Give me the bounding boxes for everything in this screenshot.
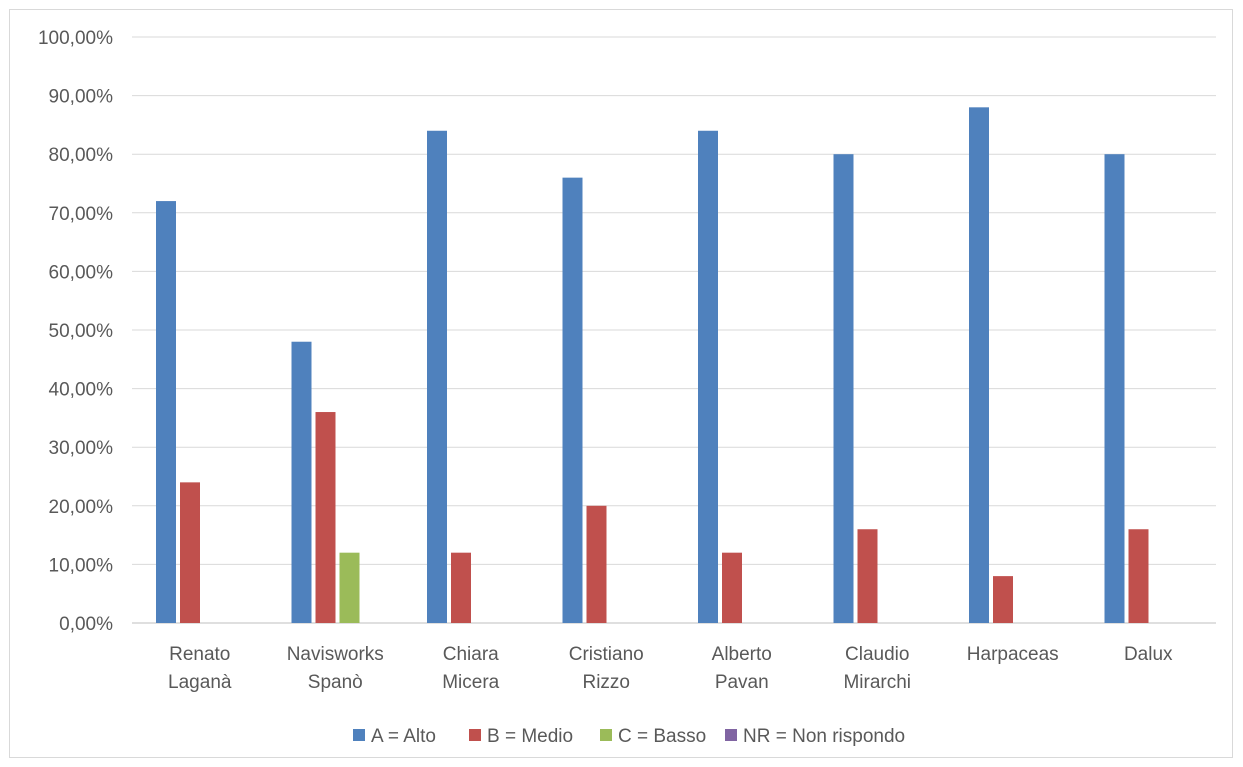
y-tick-label: 10,00% (49, 555, 114, 576)
bar-alto (833, 154, 854, 623)
y-tick-label: 30,00% (49, 438, 114, 459)
x-tick-label: Laganà (168, 672, 232, 693)
y-tick-label: 60,00% (49, 262, 114, 283)
legend-label: NR = Non rispondo (743, 726, 905, 747)
bar-alto (427, 130, 447, 623)
bar-medio (586, 505, 607, 623)
x-tick-label: Dalux (1124, 644, 1173, 665)
x-tick-label: Chiara (443, 644, 499, 665)
legend-swatch (353, 729, 365, 741)
x-tick-label: Renato (169, 644, 230, 665)
y-tick-label: 90,00% (49, 87, 114, 108)
x-tick-label: Pavan (715, 672, 769, 693)
bar-alto (1104, 154, 1125, 623)
legend-swatch (600, 729, 612, 741)
legend-label: B = Medio (487, 726, 573, 747)
x-tick-label: Harpaceas (967, 644, 1059, 665)
x-tick-label: Rizzo (582, 672, 630, 693)
bar-alto (562, 177, 583, 623)
y-tick-label: 80,00% (49, 145, 114, 166)
y-tick-label: 20,00% (49, 497, 114, 518)
x-tick-label: Mirarchi (843, 672, 911, 693)
chart-frame (9, 9, 1233, 758)
bar-medio (315, 412, 336, 623)
x-tick-label: Navisworks (287, 644, 384, 665)
bar-basso (339, 552, 360, 623)
bar-medio (722, 552, 742, 623)
x-tick-label: Alberto (712, 644, 772, 665)
bar-alto (156, 201, 176, 623)
x-tick-label: Claudio (845, 644, 909, 665)
bar-medio (993, 576, 1013, 623)
bar-medio (180, 482, 200, 623)
bar-medio (857, 529, 878, 623)
legend-swatch (469, 729, 481, 741)
x-tick-label: Spanò (308, 672, 363, 693)
legend-label: C = Basso (618, 726, 706, 747)
y-tick-label: 100,00% (38, 28, 113, 49)
legend-swatch (725, 729, 737, 741)
y-tick-label: 50,00% (49, 321, 114, 342)
bar-alto (698, 130, 718, 623)
x-tick-label: Cristiano (569, 644, 644, 665)
y-tick-label: 70,00% (49, 204, 114, 225)
bar-medio (1128, 529, 1149, 623)
y-tick-label: 40,00% (49, 380, 114, 401)
bar-medio (451, 552, 471, 623)
x-tick-label: Micera (442, 672, 499, 693)
bar-alto (291, 341, 312, 623)
y-tick-label: 0,00% (59, 614, 113, 635)
legend-label: A = Alto (371, 726, 436, 747)
bar-alto (969, 107, 989, 623)
